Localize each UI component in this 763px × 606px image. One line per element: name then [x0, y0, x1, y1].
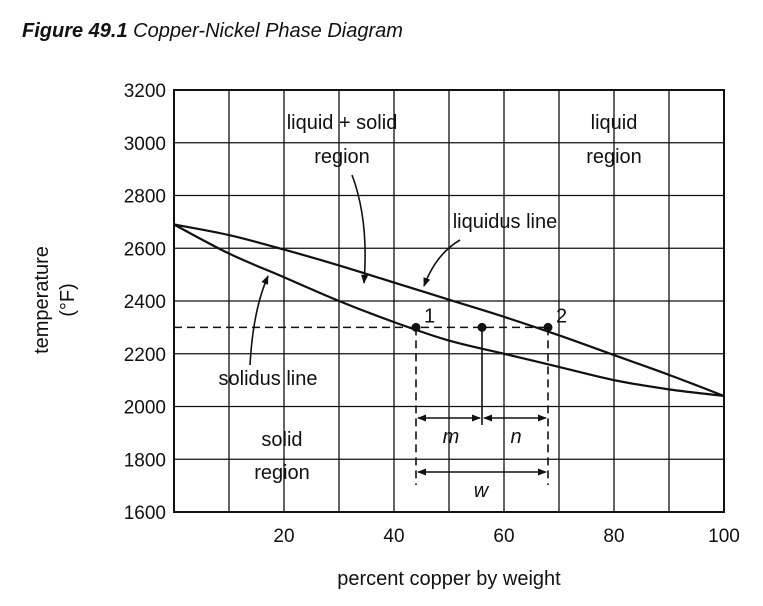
solidus-line: [173, 223, 725, 398]
y-axis-title-1: temperature: [31, 246, 53, 354]
x-tick-labels: 20 40 60 80 100: [273, 526, 739, 547]
plot-frame: [173, 89, 725, 513]
state-point-label-1: 1: [424, 305, 435, 327]
y-tick-2400: 2400: [124, 292, 166, 313]
state-point-1: [411, 322, 421, 332]
y-tick-2000: 2000: [124, 398, 166, 419]
x-tick-20: 20: [273, 526, 294, 547]
y-tick-3200: 3200: [124, 81, 166, 102]
figure-number: Figure 49.1: [22, 20, 128, 42]
liquidus-label: liquidus line: [453, 211, 558, 233]
w-label: w: [474, 480, 490, 502]
liquid-solid-label-2: region: [314, 146, 370, 168]
liquid-label-1: liquid: [591, 112, 638, 134]
figure-caption: Figure 49.1 Copper-Nickel Phase Diagram: [22, 20, 403, 43]
x-tick-60: 60: [493, 526, 514, 547]
y-tick-2600: 2600: [124, 239, 166, 260]
y-axis-title-2: (°F): [57, 283, 79, 317]
m-label: m: [443, 426, 460, 448]
state-point-2: [477, 322, 487, 332]
state-point-3: [543, 322, 553, 332]
liquid-label-2: region: [586, 146, 642, 168]
figure-title: Copper-Nickel Phase Diagram: [133, 20, 403, 42]
n-label: n: [510, 426, 521, 448]
liquidus-line: [173, 223, 725, 397]
tie-line-construction: [174, 326, 549, 485]
solidus-label: solidus line: [219, 368, 318, 390]
solidus-arrow: [249, 275, 269, 366]
solid-label-1: solid: [261, 429, 302, 451]
x-axis-title: percent copper by weight: [337, 568, 561, 590]
y-tick-1800: 1800: [124, 450, 166, 471]
y-tick-3000: 3000: [124, 134, 166, 155]
solid-label-2: region: [254, 462, 310, 484]
x-tick-40: 40: [383, 526, 404, 547]
x-tick-80: 80: [603, 526, 624, 547]
grid-lines: [174, 89, 724, 513]
state-point-label-2: 2: [556, 305, 567, 327]
x-tick-100: 100: [708, 526, 740, 547]
y-tick-labels: 1600 1800 2000 2200 2400 2600 2800 3000 3200: [124, 81, 166, 524]
y-tick-1600: 1600: [124, 503, 166, 524]
liquid-solid-label-1: liquid + solid: [287, 112, 398, 134]
y-tick-2200: 2200: [124, 345, 166, 366]
region-arrow: [351, 174, 369, 284]
liquidus-arrow: [423, 239, 461, 287]
y-tick-2800: 2800: [124, 187, 166, 208]
